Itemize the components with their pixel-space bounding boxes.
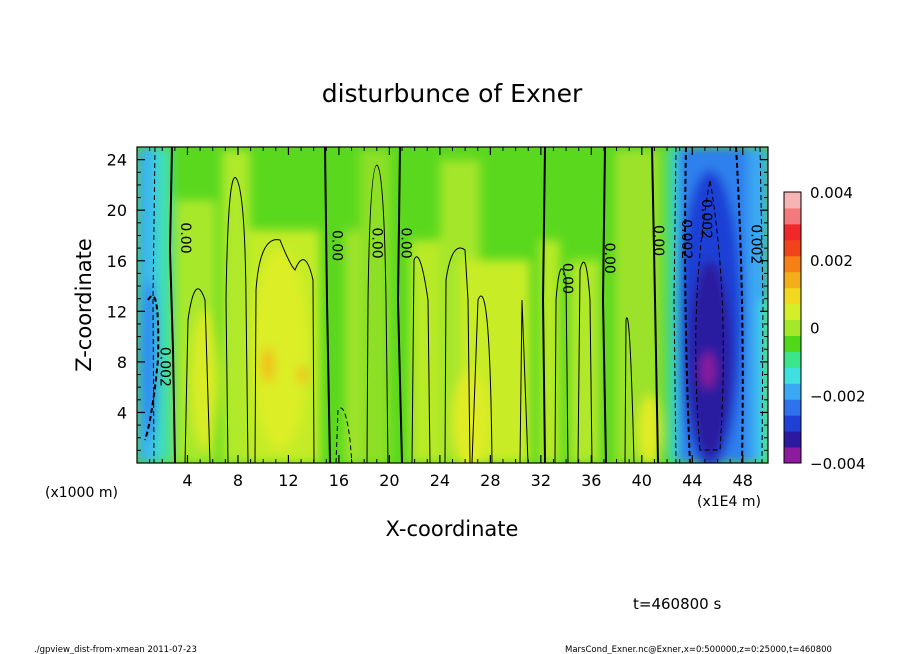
contour-label: 0.00	[177, 222, 193, 253]
colorbar-swatch	[784, 399, 801, 416]
contour-label: 0.002	[157, 347, 173, 387]
y-tick-label: 16	[107, 252, 127, 271]
colorbar-swatch	[784, 367, 801, 384]
colorbar-swatch	[784, 351, 801, 368]
x-tick-label: 4	[182, 471, 192, 490]
x-axis-ticks: 4 8 12 16 20 24 28 32 36 40 44 48	[149, 147, 756, 490]
x-tick-label: 20	[379, 471, 399, 490]
colorbar-swatch	[784, 447, 801, 464]
y-tick-label: 12	[107, 302, 127, 321]
y-axis-ticks: 4 8 12 16 20 24	[107, 151, 768, 451]
contour-label: 0.002	[747, 224, 763, 264]
colorbar-swatch	[784, 223, 801, 241]
x-unit-label: (x1E4 m)	[697, 494, 761, 510]
colorbar-swatch	[784, 303, 801, 321]
contour-label: 0.002	[698, 199, 714, 239]
y-tick-label: 8	[117, 353, 127, 372]
x-tick-label: 12	[278, 471, 298, 490]
x-tick-label: 48	[733, 471, 753, 490]
contour-label: 0.00	[601, 243, 617, 274]
colorbar-tick-label: 0.002	[810, 252, 853, 270]
colorbar-swatch	[784, 207, 801, 225]
footer-left: ./gpview_dist-from-xmean 2011-07-23	[34, 645, 197, 654]
y-tick-label: 20	[107, 201, 127, 220]
colorbar-swatch	[784, 383, 801, 400]
x-axis-label: X-coordinate	[386, 517, 519, 541]
x-tick-label: 40	[632, 471, 652, 490]
colorbar-swatch	[784, 431, 801, 448]
chart-title: disturbunce of Exner	[322, 79, 583, 108]
contour-label: 0.00	[559, 263, 575, 294]
contour-label: 0.00	[650, 225, 666, 256]
colorbar-tick-label: −0.002	[810, 387, 866, 405]
colorbar-swatch	[784, 239, 801, 257]
colorbar-ticks: 0.004 0.002 0 −0.002 −0.004	[810, 184, 866, 473]
contour-labels: 0.00 0.00 0.00 0.000.000.000.00 0.0020.0020.…	[157, 199, 764, 387]
y-tick-label: 24	[107, 151, 127, 170]
x-tick-label: 44	[682, 471, 702, 490]
colorbar	[783, 191, 802, 464]
colorbar-swatch	[784, 335, 801, 352]
x-tick-label: 32	[531, 471, 551, 490]
contour-label: 0.002	[678, 219, 694, 259]
x-tick-label: 28	[480, 471, 500, 490]
colorbar-tick-label: −0.004	[810, 455, 866, 473]
y-unit-label: (x1000 m)	[45, 485, 118, 501]
colorbar-tick-label: 0	[810, 320, 820, 338]
x-tick-label: 8	[233, 471, 243, 490]
colorbar-swatch	[784, 319, 801, 336]
colorbar-tick-label: 0.004	[810, 184, 853, 202]
colorbar-swatch	[784, 255, 801, 273]
colorbar-swatch	[784, 287, 801, 305]
colorbar-swatch	[784, 415, 801, 432]
contour-field: 0.00 0.00 0.00 0.000.000.000.00 0.0020.0020.…	[137, 147, 768, 463]
x-tick-label: 36	[581, 471, 601, 490]
contour-label: 0.00	[369, 227, 385, 258]
colorbar-frame	[783, 191, 802, 464]
footer-right: MarsCond_Exner.nc@Exner,x=0:500000,z=0:2…	[565, 645, 832, 654]
y-axis-label: Z-coordinate	[72, 238, 96, 372]
contour-label: 0.00	[328, 230, 344, 261]
y-tick-label: 4	[117, 403, 127, 422]
colorbar-swatch	[784, 271, 801, 289]
x-tick-label: 16	[329, 471, 349, 490]
colorbar-swatch	[784, 192, 801, 209]
x-tick-label: 24	[430, 471, 450, 490]
contour-label: 0.00	[398, 227, 414, 258]
time-label: t=460800 s	[633, 595, 721, 613]
